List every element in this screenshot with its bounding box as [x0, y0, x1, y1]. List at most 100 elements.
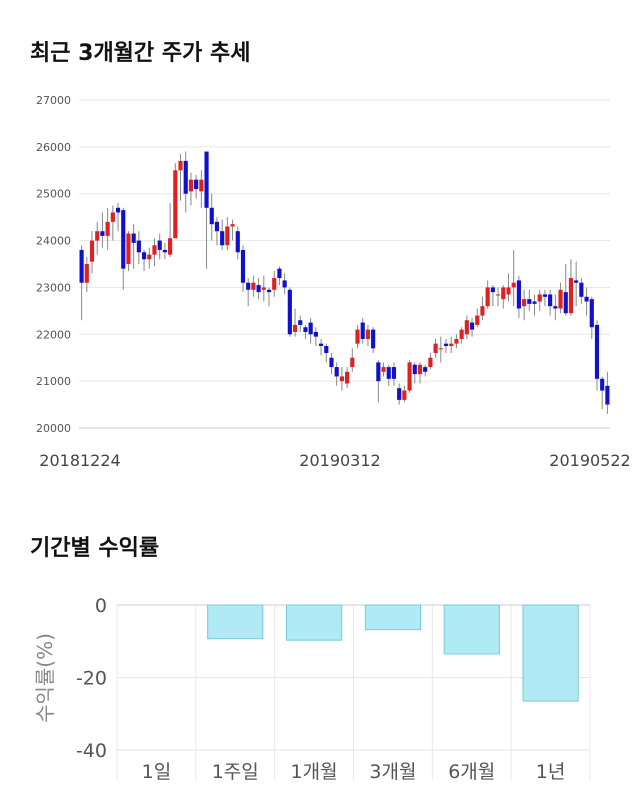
candle-body: [313, 331, 318, 337]
candle-body: [381, 367, 386, 372]
returns-x-tick-label: 1년: [536, 761, 566, 783]
candle-y-tick-label: 27000: [36, 94, 71, 107]
candle-body: [345, 371, 350, 384]
candle-body: [214, 221, 220, 232]
candle-body: [147, 254, 152, 260]
candle-body: [287, 289, 292, 335]
returns-x-tick-label: 1주일: [212, 761, 259, 783]
candle-body: [579, 282, 584, 297]
candle-body: [475, 315, 480, 325]
candle-body: [454, 338, 459, 344]
candle-body: [173, 170, 178, 239]
candle-body: [537, 294, 542, 302]
candle-body: [605, 385, 610, 405]
returns-bar: [443, 604, 500, 655]
candle-body: [469, 322, 475, 330]
candle-body: [329, 357, 334, 368]
candle-body: [365, 329, 371, 339]
candle-body: [334, 367, 339, 377]
candle-x-tick-label: 20181224: [39, 451, 120, 470]
candle-body: [490, 287, 495, 293]
candle-body: [84, 264, 89, 283]
candle-body: [428, 357, 433, 368]
candle-body: [168, 238, 173, 255]
candle-body: [292, 324, 298, 332]
candle-body: [194, 179, 199, 190]
candle-y-tick-label: 20000: [36, 422, 71, 435]
candle-body: [433, 343, 438, 354]
candle-body: [178, 160, 183, 171]
candle-body: [126, 233, 131, 264]
candle-body: [563, 292, 568, 314]
candle-body: [225, 226, 230, 246]
candle-body: [324, 346, 329, 354]
candle-body: [105, 221, 110, 236]
candle-body: [480, 306, 485, 316]
candle-y-tick-label: 22000: [36, 328, 71, 341]
candle-body: [417, 364, 423, 375]
candle-body: [443, 343, 449, 346]
candle-body: [115, 207, 121, 213]
candle-body: [89, 240, 95, 262]
candle-body: [199, 179, 204, 192]
candle-body: [542, 294, 548, 297]
returns-bar: [207, 604, 264, 640]
candle-body: [220, 231, 225, 246]
candle-body: [532, 301, 537, 304]
candle-body: [110, 212, 115, 222]
candle-body: [261, 287, 266, 290]
candle-body: [209, 207, 214, 225]
candle-body: [506, 287, 511, 295]
candle-body: [527, 299, 532, 304]
candle-body: [568, 278, 574, 314]
candle-body: [339, 376, 344, 382]
returns-x-tick-label: 3개월: [369, 761, 416, 783]
candle-body: [558, 289, 563, 309]
candle-body: [256, 285, 261, 293]
candle-body: [266, 289, 272, 293]
candle-body: [298, 320, 303, 325]
candle-body: [553, 306, 558, 309]
returns-y-tick-label: -20: [76, 668, 107, 690]
returns-y-axis-label: 수익률(%): [33, 633, 57, 723]
candle-body: [522, 299, 527, 307]
candle-body: [516, 280, 521, 309]
candle-body: [95, 231, 100, 241]
candle-body: [303, 327, 308, 332]
candle-body: [485, 287, 490, 307]
candle-body: [79, 249, 84, 283]
candle-body: [376, 362, 381, 382]
candle-body: [157, 240, 162, 250]
returns-bar: [522, 604, 579, 702]
candle-body: [162, 249, 167, 253]
candle-body: [100, 231, 105, 236]
candlestick-chart-title: 최근 3개월간 주가 추세: [30, 41, 251, 66]
candle-body: [204, 151, 209, 208]
candle-y-tick-label: 24000: [36, 235, 71, 248]
candle-x-tick-label: 20190312: [299, 451, 380, 470]
candle-body: [600, 378, 605, 391]
candle-body: [282, 280, 287, 288]
candle-body: [574, 280, 579, 283]
returns-x-tick-label: 6개월: [448, 761, 495, 783]
candle-body: [152, 245, 157, 255]
candle-body: [121, 210, 126, 269]
returns-y-tick-label: -40: [76, 740, 107, 762]
candle-body: [277, 268, 282, 279]
candle-body: [584, 296, 589, 302]
candle-body: [412, 364, 417, 375]
candle-body: [272, 278, 277, 290]
candle-body: [501, 287, 506, 300]
returns-chart-title: 기간별 수익률: [30, 536, 160, 561]
candle-body: [495, 294, 501, 296]
candle-body: [594, 324, 600, 379]
candle-y-tick-label: 21000: [36, 375, 71, 388]
candle-body: [183, 160, 188, 194]
candle-body: [131, 233, 136, 243]
candle-body: [318, 343, 324, 346]
candle-body: [251, 282, 256, 290]
candle-y-tick-label: 23000: [36, 281, 71, 294]
candle-body: [230, 224, 235, 227]
candle-body: [459, 329, 464, 339]
returns-x-tick-label: 1일: [142, 761, 172, 783]
